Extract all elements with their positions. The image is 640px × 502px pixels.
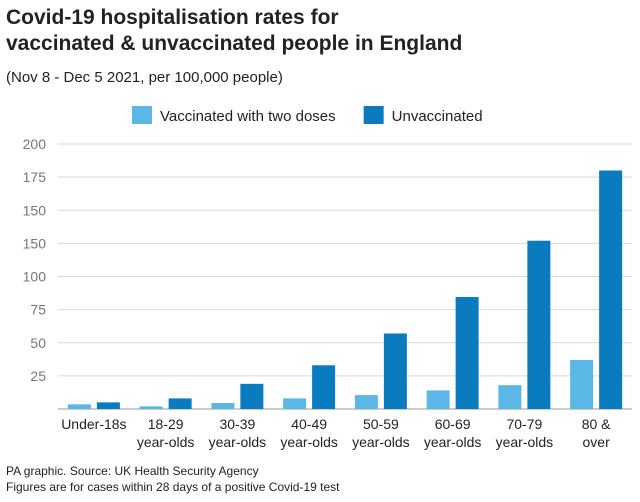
x-tick-label: 60-69 (435, 416, 471, 432)
x-tick-label: year-olds (280, 434, 338, 450)
x-tick-label: 40-49 (291, 416, 327, 432)
y-tick-label: 175 (23, 169, 47, 185)
bar (599, 170, 623, 409)
bar (240, 383, 264, 409)
x-tick-label: over (583, 434, 611, 450)
x-tick-label: year-olds (137, 434, 195, 450)
bar (527, 240, 551, 409)
legend-label: Vaccinated with two doses (160, 108, 336, 125)
x-tick-label: year-olds (209, 434, 267, 450)
bar (96, 402, 120, 409)
legend-swatch (132, 106, 152, 124)
footnote: Figures are for cases within 28 days of … (6, 480, 340, 494)
x-tick-label: 70-79 (506, 416, 542, 432)
y-tick-label: 150 (23, 235, 47, 251)
legend-swatch (363, 106, 384, 124)
x-tick-label: 50-59 (363, 416, 399, 432)
bar (354, 395, 378, 409)
bar (383, 333, 407, 409)
x-tick-label: 18-29 (148, 416, 184, 432)
chart-title: Covid-19 hospitalisation rates for (6, 6, 339, 29)
bar (67, 404, 91, 409)
legend-label: Unvaccinated (392, 108, 483, 125)
x-tick-label: year-olds (352, 434, 410, 450)
y-tick-label: 50 (30, 335, 46, 351)
bar (168, 398, 192, 409)
x-tick-label: year-olds (496, 434, 554, 450)
y-tick-label: 100 (23, 269, 47, 285)
x-tick-label: Under-18s (61, 416, 126, 432)
y-tick-label: 75 (30, 302, 46, 318)
bar (455, 297, 479, 409)
x-tick-label: 80 & (582, 416, 611, 432)
y-tick-label: 25 (30, 368, 46, 384)
bar (283, 398, 307, 409)
bar (312, 365, 336, 409)
bar (498, 385, 522, 409)
x-tick-label: 30-39 (219, 416, 255, 432)
bar (426, 390, 450, 409)
bar (139, 406, 163, 409)
bar (211, 403, 235, 409)
y-tick-label: 200 (23, 136, 47, 152)
bar (570, 359, 594, 409)
x-tick-label: year-olds (424, 434, 482, 450)
chart-title: vaccinated & unvaccinated people in Engl… (6, 32, 462, 55)
y-tick-label: 150 (23, 202, 47, 218)
subtitle: (Nov 8 - Dec 5 2021, per 100,000 people) (6, 69, 283, 86)
footnote: PA graphic. Source: UK Health Security A… (6, 464, 259, 478)
